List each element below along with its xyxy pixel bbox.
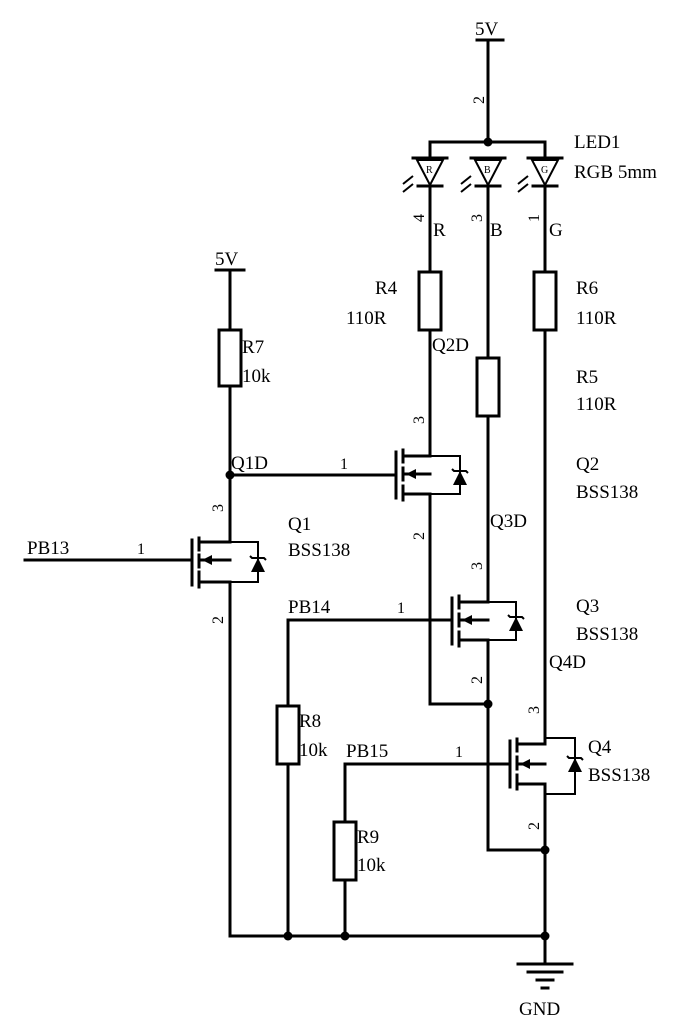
q3-value: BSS138 <box>576 624 638 645</box>
vcc-q1-label: 5V <box>215 249 239 270</box>
net-label-pb14: PB14 <box>288 597 331 618</box>
led-chip-letter: G <box>541 165 548 176</box>
r8-value: 10k <box>299 740 328 761</box>
mosfet-q2: 3 2 Q2 BSS138 <box>394 416 638 540</box>
resistor-r5: R5 110R <box>475 356 617 418</box>
q2-drain-pin: 3 <box>411 416 428 424</box>
led-pin-g: 1 <box>526 214 543 222</box>
q2-value: BSS138 <box>576 482 638 503</box>
led-common-pin: 2 <box>471 96 488 104</box>
r5-ref: R5 <box>576 367 598 388</box>
resistor-r9: R9 10k <box>332 820 386 882</box>
gnd-label: GND <box>519 999 560 1020</box>
q4-ref: Q4 <box>588 737 612 758</box>
led-chip-green: G 1 G <box>517 156 564 274</box>
led-chip-letter: B <box>484 165 491 176</box>
junction-dot <box>483 137 493 147</box>
q4-drain-pin: 3 <box>526 706 543 714</box>
q1-gate-pin: 1 <box>137 541 145 558</box>
net-label-q4d: Q4D <box>549 652 586 673</box>
r7-value: 10k <box>242 366 271 387</box>
q1-ref: Q1 <box>288 514 311 535</box>
resistor-r6: R6 110R <box>532 270 617 332</box>
net-label-b: B <box>490 220 503 241</box>
q1-value: BSS138 <box>288 540 350 561</box>
net-label-q3d: Q3D <box>490 511 527 532</box>
junction-dot <box>340 931 350 941</box>
led-value: RGB 5mm <box>574 162 657 183</box>
led-chip-blue: B 3 B <box>460 156 507 360</box>
junction-dot <box>483 699 493 709</box>
q3-ref: Q3 <box>576 596 599 617</box>
led-chip-letter: R <box>426 165 433 176</box>
r4-ref: R4 <box>375 278 398 299</box>
vcc-main-label: 5V <box>475 19 499 40</box>
r9-ref: R9 <box>357 827 379 848</box>
r7-ref: R7 <box>242 337 264 358</box>
rgb-led: R 4 R B 3 B G 1 <box>402 132 657 360</box>
net-label-pb15: PB15 <box>346 741 388 762</box>
net-label-q1d: Q1D <box>231 453 268 474</box>
r9-value: 10k <box>357 855 386 876</box>
r6-value: 110R <box>576 308 617 329</box>
mosfet-q4: PB15 1 3 2 Q4 BSS138 <box>343 706 650 938</box>
q3-gate-pin: 1 <box>397 600 405 617</box>
mosfet-q3: PB14 1 3 2 Q3 BSS138 <box>286 562 638 938</box>
net-label-q2d: Q2D <box>432 335 469 356</box>
q2-ref: Q2 <box>576 454 599 475</box>
q2-gate-pin: 1 <box>340 456 348 473</box>
q4-gate-pin: 1 <box>455 744 463 761</box>
ground-symbol: GND <box>516 962 574 1020</box>
led-chip-red: R 4 R <box>402 156 449 274</box>
mosfet-q1: PB13 1 3 2 Q1 BSS138 <box>23 504 350 624</box>
vcc-main-symbol: 5V 2 <box>471 19 505 144</box>
r4-value: 110R <box>346 308 387 329</box>
net-label-pb13: PB13 <box>27 538 69 559</box>
r5-value: 110R <box>576 394 617 415</box>
vcc-q1-symbol: 5V <box>214 249 246 332</box>
net-label-g: G <box>549 220 563 241</box>
junction-dot <box>540 931 550 941</box>
q1-source-pin: 2 <box>210 616 227 624</box>
r6-ref: R6 <box>576 278 598 299</box>
led-pin-r: 4 <box>411 214 428 222</box>
resistor-r7: R7 10k <box>217 328 271 388</box>
r8-ref: R8 <box>299 711 321 732</box>
junction-dot <box>283 931 293 941</box>
junction-dot <box>540 845 550 855</box>
q1-drain-pin: 3 <box>210 504 227 512</box>
led-pin-b: 3 <box>469 214 486 222</box>
resistor-r4: R4 110R <box>346 270 443 332</box>
net-label-r: R <box>433 220 446 241</box>
q3-drain-pin: 3 <box>469 562 486 570</box>
q2-source-pin: 2 <box>411 532 428 540</box>
resistor-r8: R8 10k <box>275 704 328 766</box>
led-ref: LED1 <box>574 132 620 153</box>
q3-source-pin: 2 <box>469 676 486 684</box>
q4-source-pin: 2 <box>526 822 543 830</box>
q4-value: BSS138 <box>588 765 650 786</box>
